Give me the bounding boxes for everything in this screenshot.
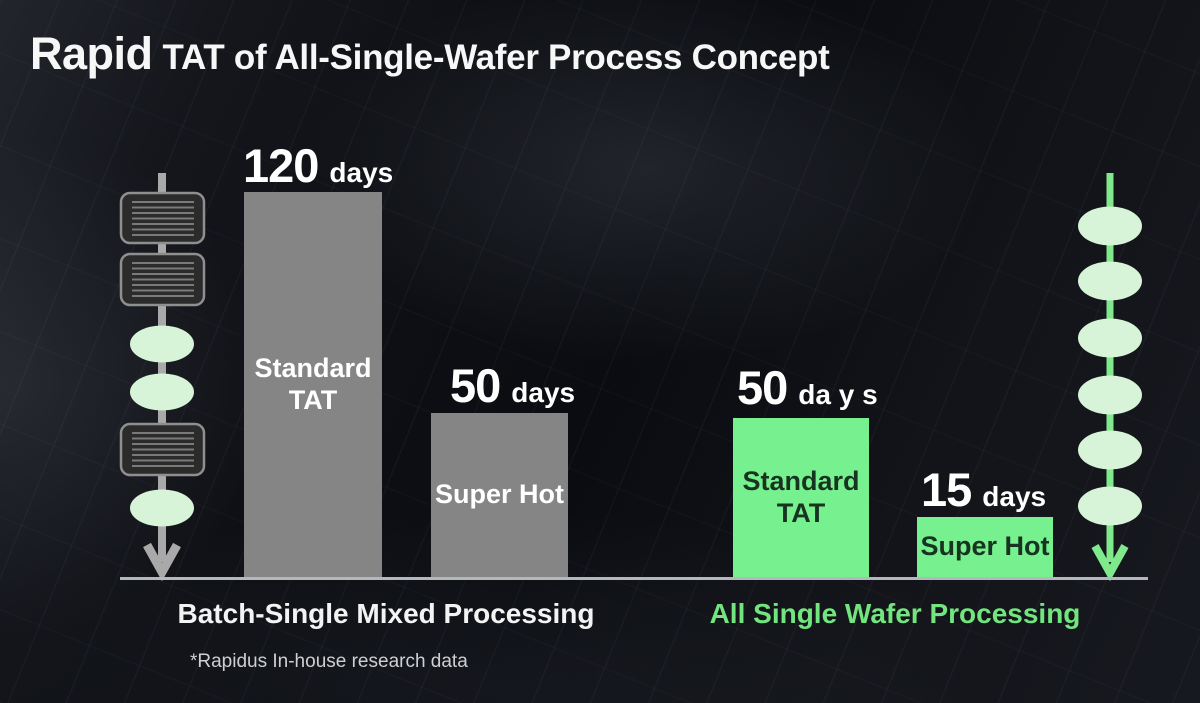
title-lead: Rapid <box>30 28 153 79</box>
value-unit: days <box>982 481 1047 512</box>
bar-super-hot-batch: Super Hot <box>431 413 568 577</box>
arrow-down-icon <box>143 542 181 582</box>
wafer-icon <box>1078 261 1142 301</box>
bar-label: Super Hot <box>434 479 564 510</box>
all-single-wafer-flow <box>1078 173 1142 582</box>
batch-furnace-icon <box>119 191 206 245</box>
wafer-icon <box>130 489 194 527</box>
value-number: 120 <box>243 139 319 192</box>
value-unit: days <box>511 377 576 408</box>
batch-single-mixed-flow <box>119 173 206 582</box>
wafer-icon <box>1078 318 1142 358</box>
bar-label: Super Hot <box>920 531 1050 562</box>
batch-furnace-icon <box>119 252 206 307</box>
category-label-all-single: All Single Wafer Processing <box>709 598 1081 629</box>
category-label-batch-single: Batch-Single Mixed Processing <box>177 598 595 629</box>
value-number: 50 <box>450 359 501 412</box>
wafer-icon <box>130 373 194 411</box>
value-number: 50 <box>737 361 788 414</box>
page-title: Rapid TAT of All-Single-Wafer Process Con… <box>30 28 830 80</box>
wafer-icon <box>1078 375 1142 415</box>
wafer-icon <box>1078 430 1142 470</box>
value-label-15-days: 15 days <box>921 462 1046 517</box>
wafer-icon <box>1078 486 1142 526</box>
bar-standard-tat-batch: Standard TAT <box>244 192 382 577</box>
value-label-50-days-single: 50 da y s <box>737 360 878 415</box>
wafer-icon <box>130 325 194 363</box>
value-unit: da y s <box>798 379 878 410</box>
bar-super-hot-single: Super Hot <box>917 517 1053 577</box>
value-number: 15 <box>921 463 972 516</box>
batch-furnace-icon <box>119 422 206 477</box>
value-unit: days <box>329 157 394 188</box>
bar-standard-tat-single: Standard TAT <box>733 418 869 577</box>
wafer-icon <box>1078 206 1142 246</box>
bar-label: Standard TAT <box>742 466 860 528</box>
arrow-down-icon <box>1091 544 1129 582</box>
axis-baseline <box>120 577 1148 580</box>
value-label-50-days-batch: 50 days <box>450 358 575 413</box>
footnote: *Rapidus In-house research data <box>190 651 468 672</box>
value-label-120-days: 120 days <box>243 138 393 193</box>
title-rest: TAT of All-Single-Wafer Process Concept <box>162 38 830 77</box>
bar-label: Standard TAT <box>254 353 372 415</box>
